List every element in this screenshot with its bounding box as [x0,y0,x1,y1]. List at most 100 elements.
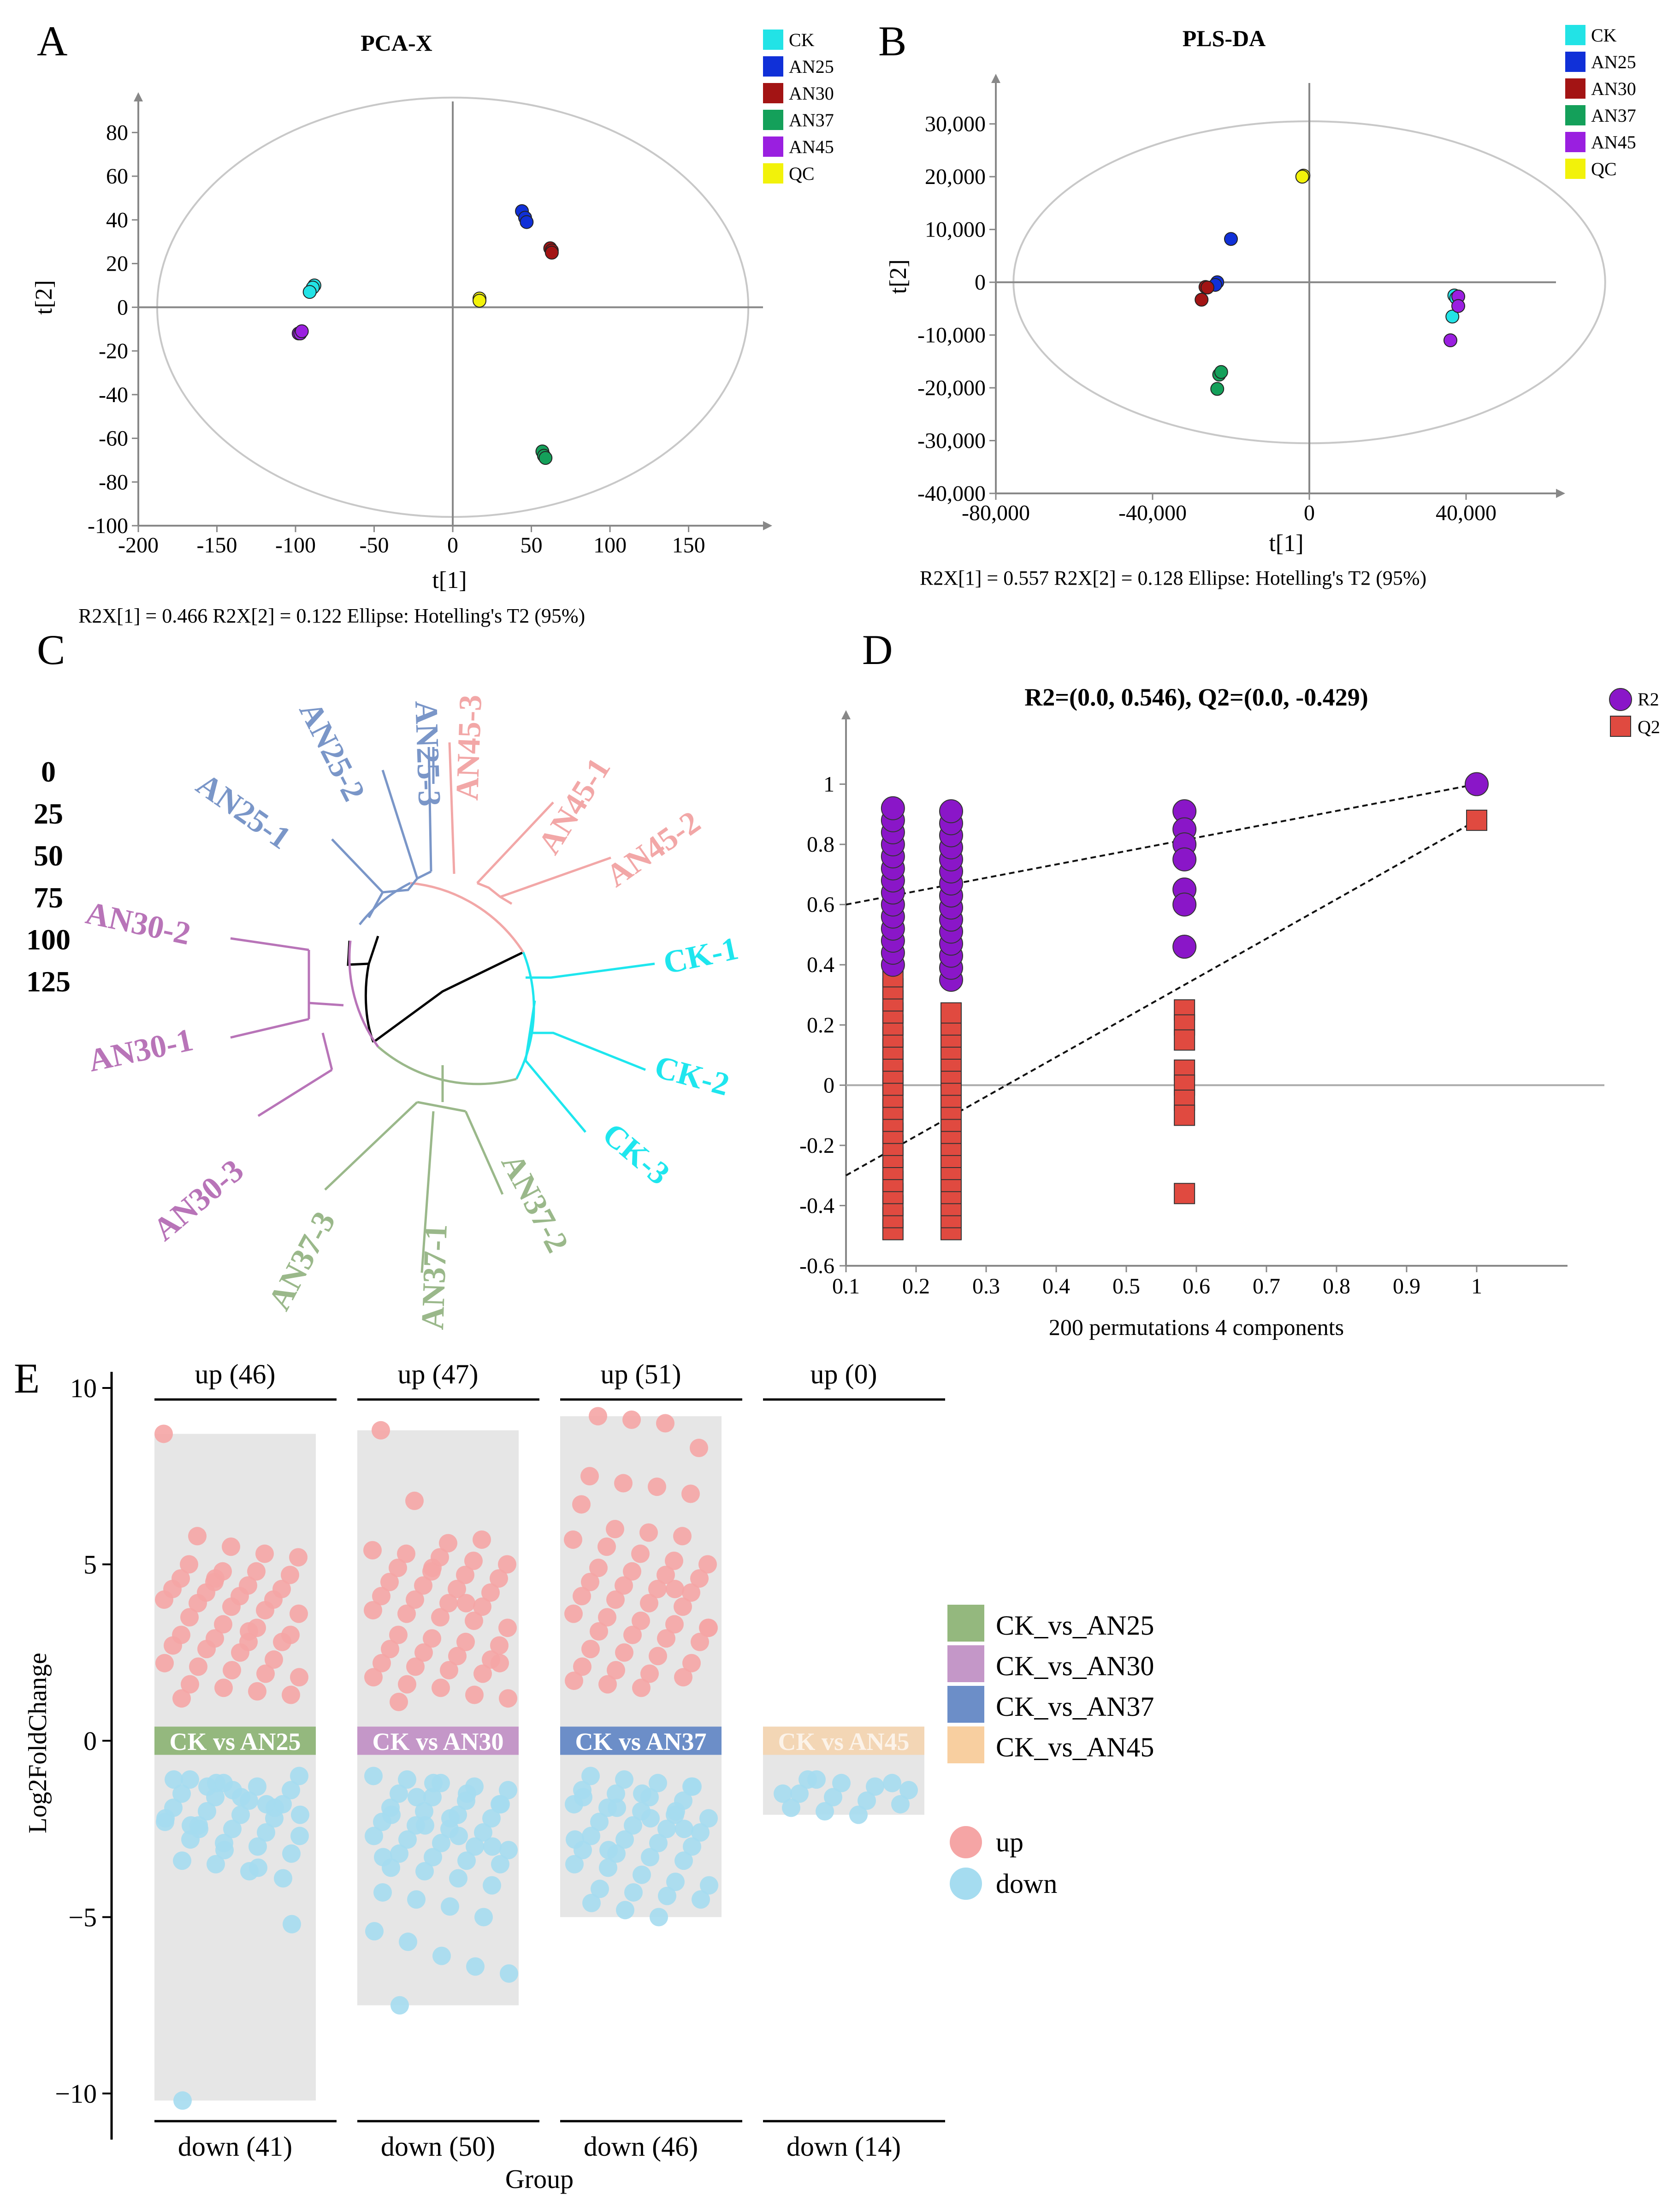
y-tick-label: 80 [106,120,128,145]
y-tick-label: 40 [106,208,128,232]
down-point [474,1908,493,1927]
up-point [155,1654,174,1672]
pca-legend: CK AN25 AN30 AN37 AN45 QC [763,30,834,184]
x-tick-label: -200 [118,533,159,557]
down-point [172,1784,191,1803]
up-point [615,1576,633,1595]
data-point-qc [1295,170,1309,184]
y-tick-label: −10 [55,2079,97,2109]
legend-swatch-group [947,1686,984,1723]
dendrogram-branch-an30 [230,937,344,1117]
up-point [248,1682,266,1701]
data-point-ck [1445,309,1460,324]
up-point [189,1594,207,1613]
data-point-an37 [1214,365,1228,379]
y-tick-label: -40 [99,383,128,407]
down-point [207,1855,225,1874]
down-point [165,1770,183,1789]
up-point [640,1594,658,1613]
comparison-band-label: CK vs AN37 [575,1728,706,1755]
down-point [248,1837,267,1856]
down-point [458,1784,476,1803]
up-point [432,1678,450,1697]
comparison-band-0 [154,1726,316,1755]
dendrogram-scale-label: 75 [34,881,63,914]
down-point [499,1781,517,1800]
legend-swatch-group [947,1726,984,1763]
up-point [397,1544,415,1563]
up-point [223,1661,241,1679]
down-point [790,1784,809,1803]
q2-point [1174,1183,1195,1204]
down-point [474,1823,492,1842]
comparison-band-1 [357,1726,519,1755]
up-point [289,1548,308,1567]
down-point [282,1781,300,1800]
up-point [665,1615,684,1634]
down-point [290,1826,309,1845]
down-point [500,1964,518,1983]
x-tick-label: 0.3 [972,1274,1000,1299]
y-tick-label: -30,000 [917,429,986,453]
down-point [398,1830,417,1849]
legend-label-group: CK_vs_AN45 [996,1732,1154,1762]
down-point [675,1820,693,1838]
up-point [665,1551,683,1570]
legend-label-group: CK_vs_AN30 [996,1651,1154,1681]
data-point-an37 [1210,382,1225,396]
up-point [240,1622,258,1641]
up-point [691,1632,709,1651]
up-point [380,1572,399,1591]
volcano-y-axis-label: Log2FoldChange [24,1653,52,1833]
up-point [247,1562,266,1581]
permutation-plot-area: 0.1 0.2 0.3 0.4 0.5 0.6 0.7 0.8 0.9 1 -0.6 -0.4 -0.2… [799,710,1604,1299]
down-point [441,1809,460,1828]
down-count-label: down (41) [178,2131,292,2162]
up-point [623,1625,642,1644]
up-point [698,1555,717,1574]
up-point [648,1580,667,1599]
down-point [615,1770,633,1789]
down-point [849,1805,868,1824]
down-point [408,1788,426,1807]
up-point [273,1632,291,1651]
volcano-legend: CK_vs_AN25 CK_vs_AN30 CK_vs_AN37 CK_vs_AN45… [947,1605,1154,1900]
down-point [491,1855,509,1874]
x-tick-label: -100 [275,533,316,557]
up-point [490,1636,509,1655]
dendrogram-arc-ck [515,952,535,1080]
up-point [564,1604,583,1623]
down-point [257,1795,276,1814]
data-point-an45 [1451,299,1465,313]
down-point [231,1805,250,1824]
down-point [591,1880,609,1898]
dendrogram-scale-label: 50 [34,839,63,872]
up-point [431,1608,450,1627]
x-tick-label: 0.6 [1183,1274,1210,1299]
down-point [599,1858,617,1877]
down-point [457,1851,476,1870]
down-point [173,1851,191,1870]
regression-line-r2 [846,783,1477,906]
down-point [449,1869,467,1888]
down-point [590,1812,609,1831]
down-point [248,1777,266,1796]
down-point [582,1826,600,1845]
x-tick-label: -50 [360,533,389,557]
down-point [499,1841,518,1860]
down-point [633,1784,651,1803]
y-tick-label: -40,000 [917,481,986,506]
down-point [658,1886,676,1905]
comparison-band-label: CK vs AN25 [169,1728,301,1755]
y-tick-label: -0.2 [799,1133,834,1158]
up-point [390,1692,408,1711]
up-point [464,1551,483,1570]
up-point [573,1587,591,1606]
legend-label-up: up [996,1827,1023,1857]
plsda-legend: CK AN25 AN30 AN37 AN45 QC [1565,25,1636,179]
down-point [450,1826,468,1845]
y-tick-label: -0.4 [799,1193,834,1218]
down-point [649,1773,667,1792]
data-point-an30 [1201,280,1214,295]
down-point [173,2091,192,2110]
